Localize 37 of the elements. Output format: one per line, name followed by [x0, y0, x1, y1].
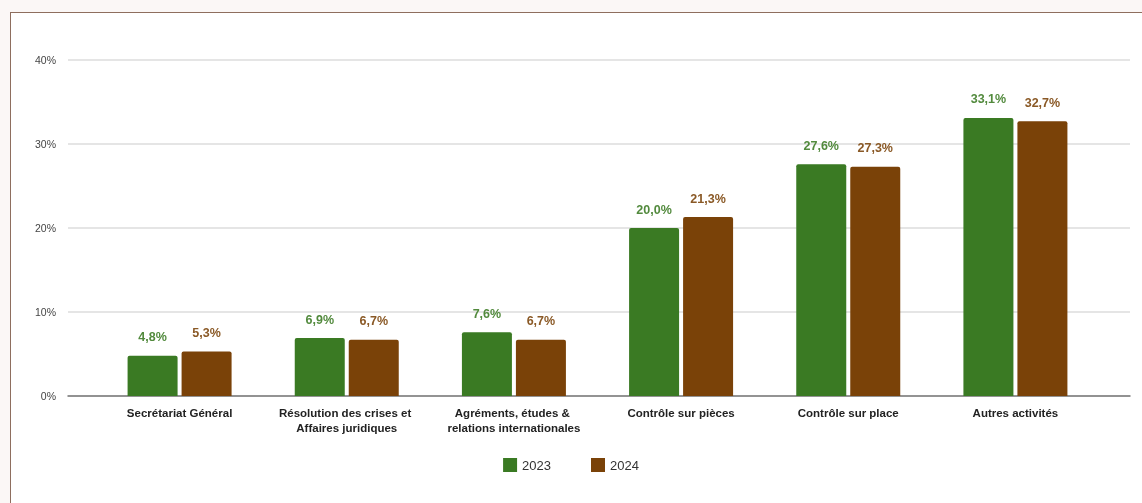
- bar: [963, 117, 1014, 396]
- y-tick-label: 10%: [34, 306, 56, 318]
- data-label: 32,7%: [1024, 95, 1061, 110]
- bar: [127, 355, 178, 396]
- x-tick-label: Autres activités: [972, 406, 1059, 419]
- data-label: 6,7%: [526, 314, 556, 329]
- x-tick-label: Secrétariat Général: [126, 406, 233, 419]
- bar: [850, 166, 901, 396]
- data-label: 6,9%: [305, 312, 334, 327]
- bar: [461, 332, 512, 396]
- legend-label: 2023: [522, 457, 551, 473]
- legend-label: 2024: [610, 457, 639, 473]
- data-label: 27,6%: [803, 138, 839, 153]
- x-tick-label: Résolution des crises et Affaires juridiques: [279, 406, 415, 434]
- data-label: 20,0%: [636, 202, 672, 217]
- bar: [629, 228, 680, 396]
- x-tick-label: Contrôle sur place: [797, 406, 899, 419]
- data-label: 4,8%: [138, 330, 167, 345]
- y-tick-label: 0%: [40, 390, 56, 402]
- data-label: 27,3%: [857, 141, 893, 156]
- y-tick-label: 40%: [34, 54, 56, 66]
- bar: [348, 339, 399, 396]
- bar: [796, 164, 847, 396]
- data-label: 5,3%: [192, 325, 221, 340]
- x-tick-label: Contrôle sur pièces: [627, 406, 735, 419]
- bar: [683, 217, 734, 396]
- bar: [1017, 121, 1068, 396]
- bar: [181, 351, 232, 396]
- y-tick-label: 20%: [34, 222, 56, 234]
- x-tick-label: Agréments, études & relations internationales: [447, 406, 581, 434]
- data-label: 7,6%: [472, 306, 502, 321]
- data-label: 21,3%: [690, 191, 726, 206]
- data-label: 33,1%: [970, 92, 1007, 107]
- data-label: 6,7%: [359, 314, 388, 329]
- y-tick-label: 30%: [34, 138, 56, 150]
- bar: [294, 338, 345, 396]
- bar: [515, 339, 566, 396]
